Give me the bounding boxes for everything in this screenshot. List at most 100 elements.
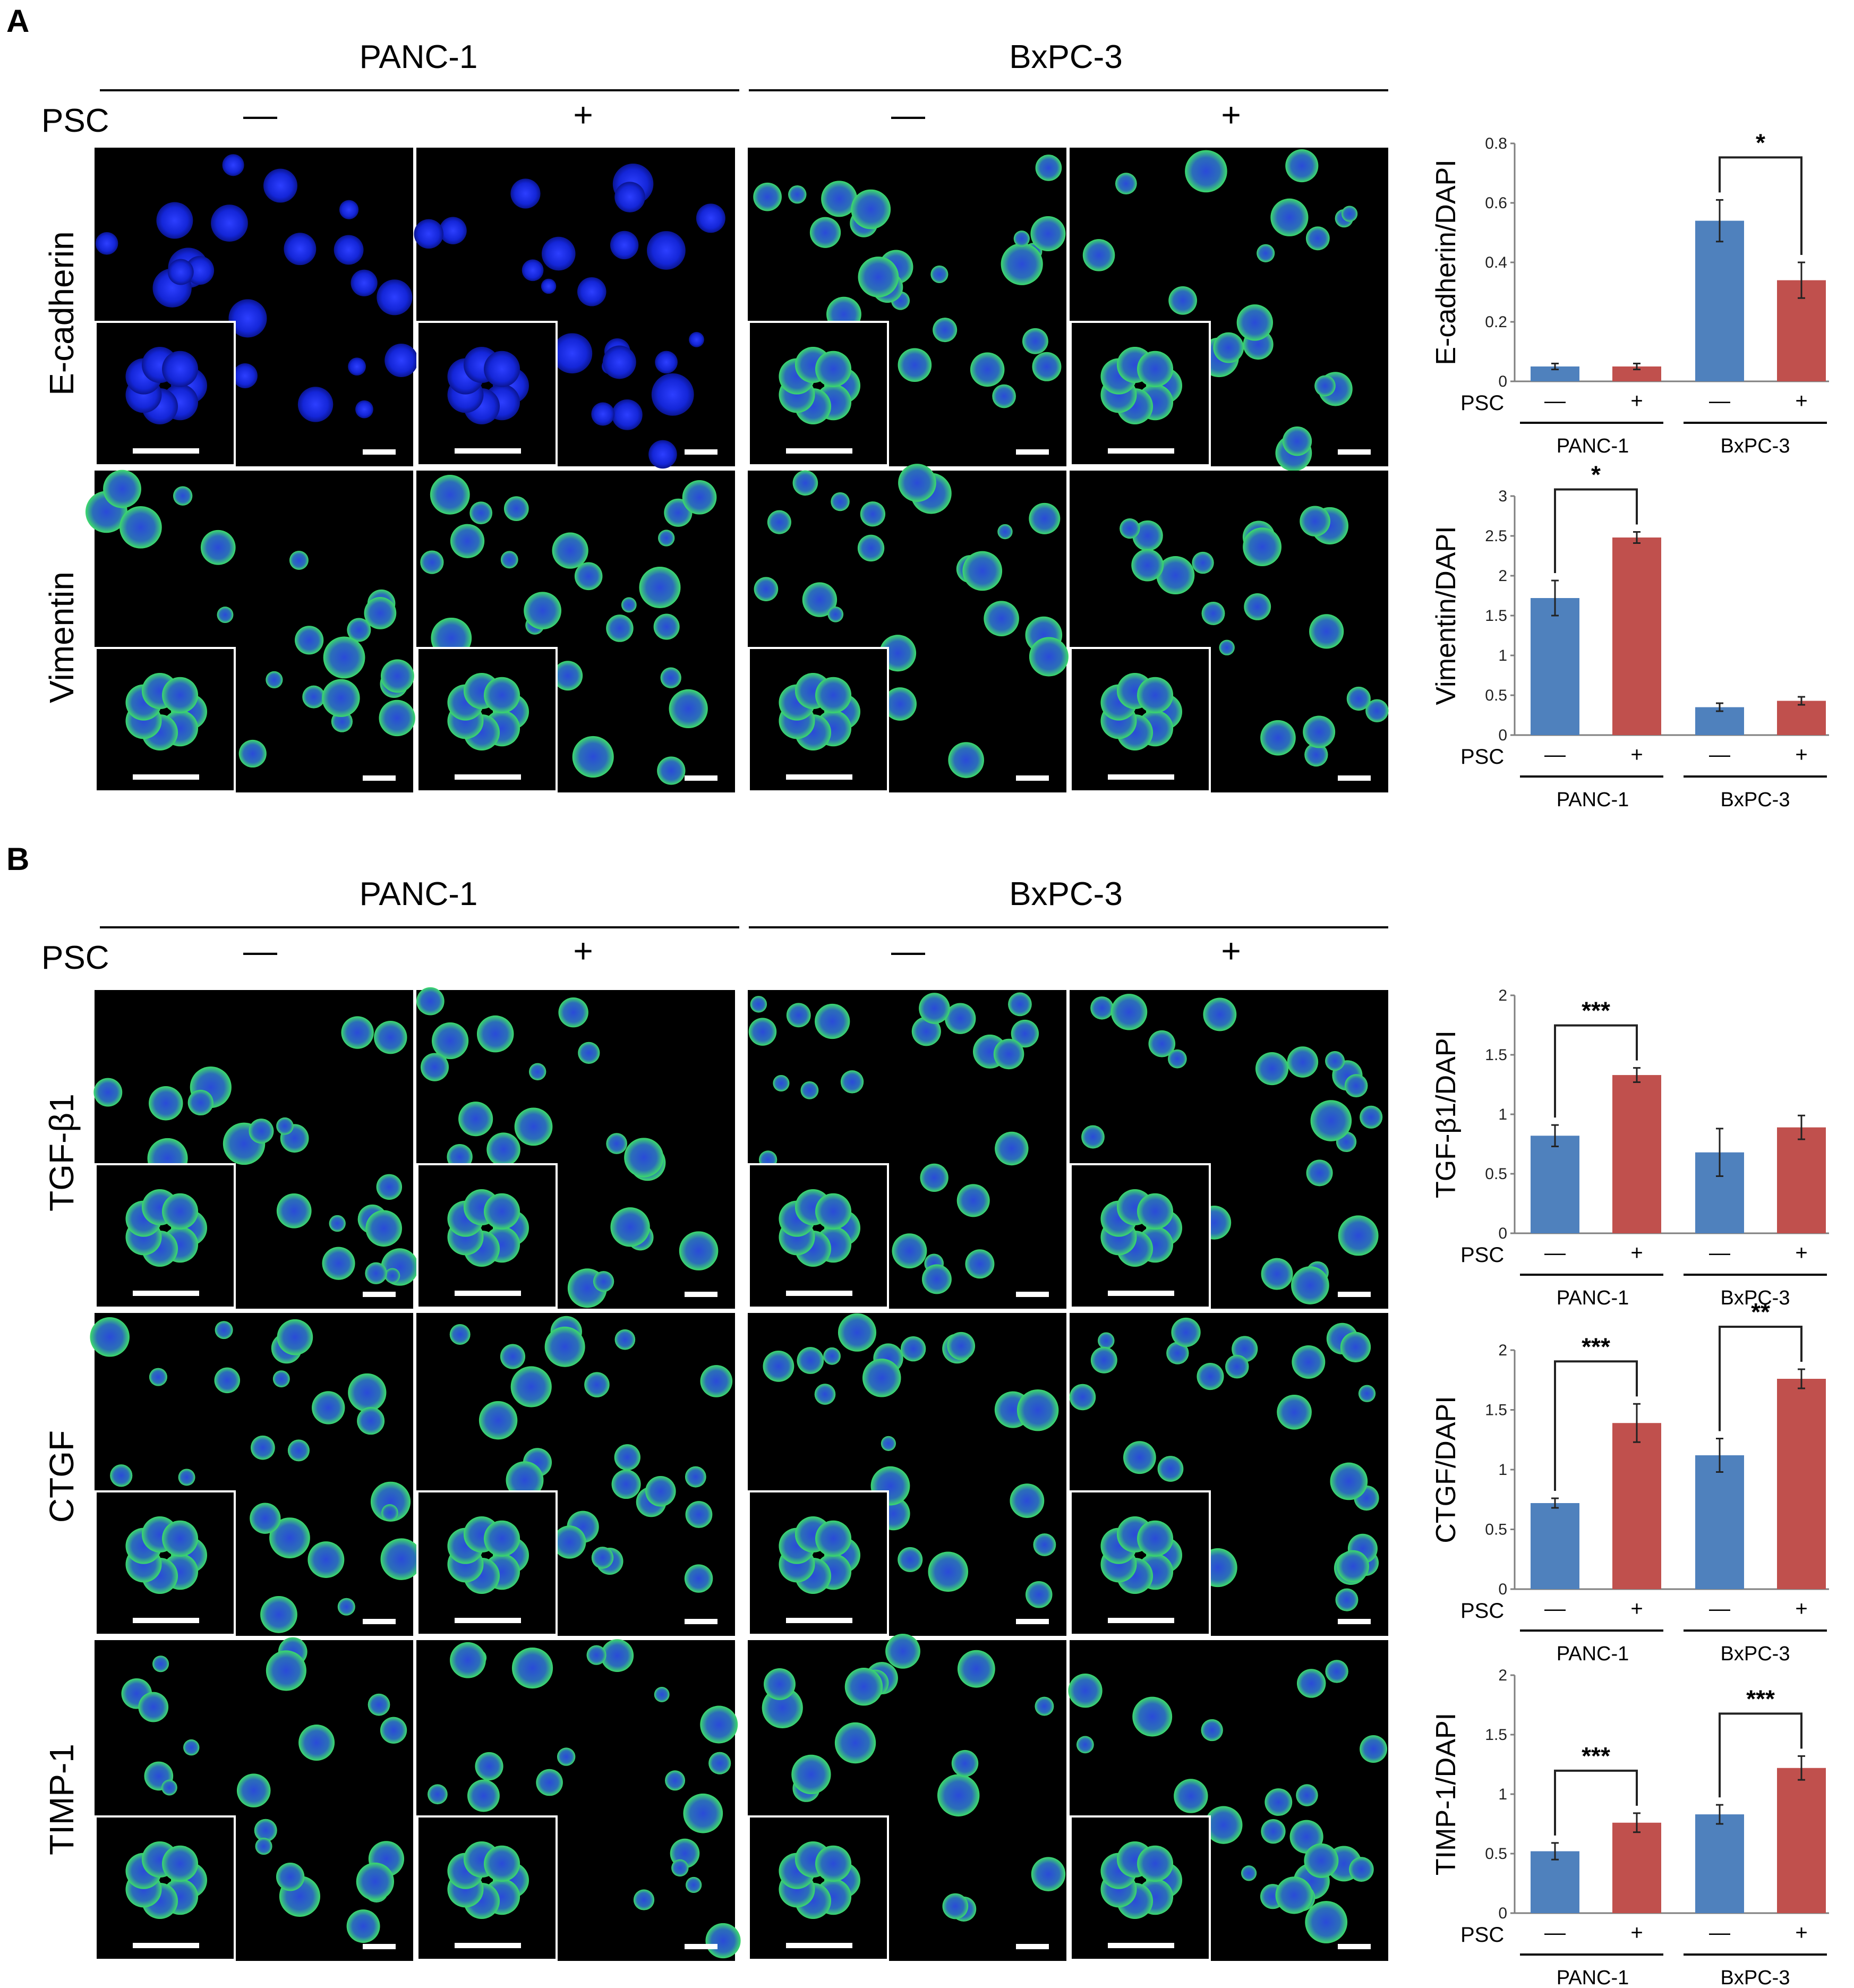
chart-y-tick-label: 2	[1498, 567, 1507, 585]
cell-cluster	[552, 333, 593, 374]
cell-cluster	[552, 532, 588, 569]
cell-cluster	[606, 615, 634, 642]
chart-y-label: TIMP-1/DAPI	[1431, 1713, 1462, 1875]
cell-cluster	[919, 993, 950, 1024]
scale-bar	[685, 1292, 717, 1297]
cell-cluster	[655, 351, 678, 374]
panel-a-psc-label: PSC	[41, 103, 109, 139]
cell-cluster	[479, 1401, 518, 1440]
cell-cluster	[997, 524, 1013, 540]
cell-cluster	[834, 1722, 876, 1764]
cell-cluster	[1192, 551, 1214, 574]
chart-psc-state: +	[1795, 1921, 1807, 1944]
cell-cluster	[276, 1862, 305, 1891]
inset-border	[416, 1815, 558, 1961]
cell-cluster	[1340, 1332, 1371, 1362]
cell-cluster	[1225, 1354, 1249, 1379]
chart-y-tick-label: 1.5	[1485, 1046, 1507, 1064]
chart-y-tick-label: 1.5	[1485, 1726, 1507, 1744]
chart-error-bar	[1633, 1812, 1641, 1833]
chart-bar	[1531, 1851, 1579, 1913]
cell-cluster	[624, 1138, 664, 1178]
cell-cluster	[684, 1564, 713, 1593]
cell-cluster	[898, 464, 936, 502]
cell-cluster	[920, 1163, 949, 1192]
cell-cluster	[610, 231, 639, 260]
cell-cluster	[500, 551, 518, 569]
cell-cluster	[1013, 231, 1030, 247]
inset-scale-bar	[133, 1943, 199, 1948]
inset-scale-bar	[1108, 1618, 1174, 1623]
cell-cluster	[238, 739, 267, 768]
chart-psc-state: —	[1544, 1241, 1566, 1265]
cell-cluster	[671, 1859, 689, 1877]
cell-cluster	[993, 1038, 1024, 1070]
cell-cluster	[510, 1366, 552, 1407]
chart-bar	[1777, 701, 1826, 735]
cell-cluster	[187, 1089, 213, 1116]
scale-bar	[685, 1619, 717, 1624]
cell-cluster	[1360, 1105, 1383, 1129]
cell-cluster	[754, 577, 779, 602]
cell-cluster	[295, 626, 324, 655]
cell-cluster	[572, 736, 614, 778]
cell-cluster	[651, 373, 694, 416]
cell-cluster	[1008, 992, 1032, 1017]
cell-cluster	[1011, 1019, 1039, 1048]
chart-y-tick-label: 0.5	[1485, 1845, 1507, 1863]
cell-cluster	[298, 1725, 335, 1761]
cell-cluster	[767, 510, 791, 534]
panel-a-micrographs	[85, 148, 1389, 792]
cell-cluster	[862, 1358, 901, 1397]
panel-a-group-bxpc3: BxPC-3	[1009, 39, 1123, 75]
cell-cluster	[957, 1650, 995, 1688]
panel-b-psc-state-3: —	[891, 932, 925, 970]
cell-cluster	[578, 1042, 600, 1064]
cell-cluster	[185, 255, 215, 285]
cell-cluster	[1033, 1533, 1056, 1556]
inset-scale-bar	[786, 774, 852, 780]
chart-error-bar	[1551, 579, 1559, 617]
cell-cluster	[658, 530, 675, 547]
cell-cluster	[503, 496, 529, 522]
cell-cluster	[1082, 239, 1115, 271]
cell-cluster	[368, 1693, 390, 1716]
cell-cluster	[1090, 1346, 1117, 1373]
chart-bar	[1777, 1127, 1826, 1233]
inset-scale-bar	[455, 774, 521, 780]
inset-cell	[162, 1193, 199, 1230]
cell-cluster	[786, 1003, 811, 1028]
micrograph-a-r1-c1	[95, 148, 418, 466]
cell-cluster	[544, 1326, 585, 1367]
micrograph-a-r1-c3	[748, 148, 1066, 466]
chart-group-label: PANC-1	[1557, 435, 1629, 457]
inset-cell	[815, 1193, 852, 1230]
inset-cell	[1137, 1845, 1174, 1882]
cell-cluster	[156, 202, 193, 239]
cell-cluster	[792, 470, 818, 496]
chart-y-tick-label: 1.5	[1485, 607, 1507, 625]
cell-cluster	[1076, 1736, 1094, 1754]
cell-cluster	[809, 217, 841, 248]
cell-cluster	[700, 1365, 733, 1397]
chart-psc-state: +	[1795, 1241, 1807, 1265]
chart-psc-state: +	[1630, 1241, 1643, 1265]
cell-cluster	[1349, 1857, 1374, 1882]
cell-cluster	[385, 343, 418, 377]
cell-cluster	[1337, 1550, 1369, 1583]
cell-cluster	[374, 1021, 407, 1054]
cell-cluster	[276, 1117, 294, 1135]
inset-scale-bar	[786, 1943, 852, 1948]
cell-cluster	[511, 1647, 553, 1689]
cell-cluster	[885, 1634, 920, 1669]
micrograph-b-r3-c4	[1068, 1640, 1388, 1961]
cell-cluster	[838, 1313, 877, 1352]
chart-y-tick-label: 2	[1498, 1342, 1507, 1359]
cell-cluster	[708, 1752, 731, 1774]
inset-border	[95, 1490, 236, 1636]
chart-error-bar	[1633, 1067, 1641, 1083]
cell-cluster	[942, 1893, 969, 1919]
inset-scale-bar	[786, 1291, 852, 1296]
inset-scale-bar	[1108, 1291, 1174, 1296]
